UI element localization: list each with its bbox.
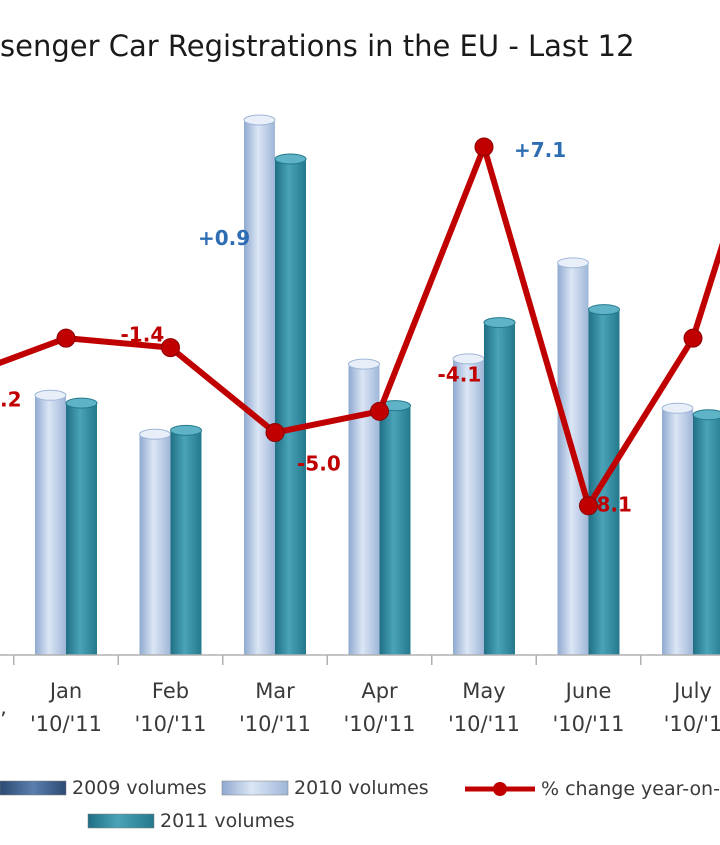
x-tick-label-years: '10/'11 bbox=[343, 712, 415, 736]
pct-data-label: +7.1 bbox=[514, 138, 566, 162]
legend-label: % change year-on- bbox=[541, 778, 720, 800]
x-axis-labels: ’ Jan '10/'11 Feb '10/'11 Mar '10/'11 Apr '10/'1… bbox=[0, 679, 720, 736]
x-axis-ticks bbox=[13, 655, 642, 665]
legend-swatch bbox=[0, 780, 67, 796]
pct-data-label: .2 bbox=[0, 387, 22, 411]
bar-2011-top bbox=[692, 409, 720, 421]
bar-2010-top bbox=[661, 402, 694, 414]
legend-label: 2010 volumes bbox=[294, 777, 429, 799]
bar-2010 bbox=[35, 395, 66, 655]
bar-2010 bbox=[139, 434, 171, 655]
bar-2010 bbox=[453, 358, 484, 655]
bar-2011 bbox=[693, 414, 720, 655]
bar-2011 bbox=[66, 403, 97, 655]
pct-data-label: -5.0 bbox=[297, 452, 341, 476]
bar-2010-top bbox=[243, 114, 276, 126]
x-tick-label-years: '10/'11 bbox=[30, 712, 102, 736]
bar-2011 bbox=[379, 405, 411, 655]
bar-2011-top bbox=[65, 397, 98, 409]
pct-data-label: 8.1 bbox=[597, 493, 632, 517]
legend: 2009 volumes 2010 volumes % change year-on… bbox=[0, 777, 720, 832]
x-tick-label-month: July bbox=[672, 679, 712, 703]
bar-2011-top bbox=[588, 304, 620, 316]
bar-2011 bbox=[170, 430, 202, 655]
legend-label: 2011 volumes bbox=[160, 810, 295, 832]
bar-2011-top bbox=[274, 153, 307, 165]
chart-title: senger Car Registrations in the EU - Las… bbox=[0, 29, 635, 63]
x-tick-label-years: '10/'11 bbox=[448, 712, 520, 736]
bar-2011 bbox=[275, 158, 306, 656]
bar-2010-top bbox=[34, 389, 67, 401]
pct-change-line-layer bbox=[0, 137, 720, 516]
x-tick-label-partial: ’ bbox=[0, 708, 7, 732]
bar-2011 bbox=[484, 322, 515, 655]
pct-data-label: -4.1 bbox=[438, 362, 482, 386]
x-tick-label-month: May bbox=[462, 679, 505, 703]
x-tick-label-years: '10/'1 bbox=[664, 712, 720, 736]
x-tick-label-month: Mar bbox=[255, 679, 295, 703]
bar-2010 bbox=[662, 408, 693, 655]
pct-data-label: -1.4 bbox=[121, 323, 165, 347]
bars-layer bbox=[34, 114, 720, 656]
x-tick-label-month: Jan bbox=[48, 679, 82, 703]
pct-change-point bbox=[265, 423, 285, 443]
x-tick-label-month: Apr bbox=[361, 679, 398, 703]
legend-swatch bbox=[221, 780, 289, 796]
legend-swatch bbox=[87, 813, 155, 829]
pct-labels-layer: .2 -1.4 -5.0 -4.1 +7.1 8.1 +0.9 bbox=[0, 138, 632, 517]
x-tick-label-years: '10/'11 bbox=[239, 712, 311, 736]
bar-2010-top bbox=[557, 257, 589, 269]
x-tick-label-month: June bbox=[564, 679, 612, 703]
pct-change-point bbox=[161, 338, 180, 358]
bar-2011-top bbox=[170, 424, 202, 436]
bar-2010-top bbox=[139, 428, 171, 440]
pct-change-point bbox=[683, 328, 703, 348]
bar-2011-top bbox=[483, 317, 516, 329]
bar-2010 bbox=[244, 120, 275, 655]
legend-label: 2009 volumes bbox=[72, 777, 207, 799]
x-tick-label-years: '10/'11 bbox=[134, 712, 206, 736]
x-tick-label-month: Feb bbox=[152, 679, 189, 703]
pct-change-point bbox=[474, 137, 494, 157]
bar-2010-top bbox=[348, 358, 380, 370]
pct-change-point bbox=[370, 401, 389, 421]
pct-change-point bbox=[579, 496, 598, 516]
pct-change-point bbox=[56, 328, 76, 348]
x-tick-label-years: '10/'11 bbox=[552, 712, 624, 736]
pct-data-label-extra: +0.9 bbox=[198, 226, 250, 250]
legend-line-marker bbox=[493, 782, 507, 796]
